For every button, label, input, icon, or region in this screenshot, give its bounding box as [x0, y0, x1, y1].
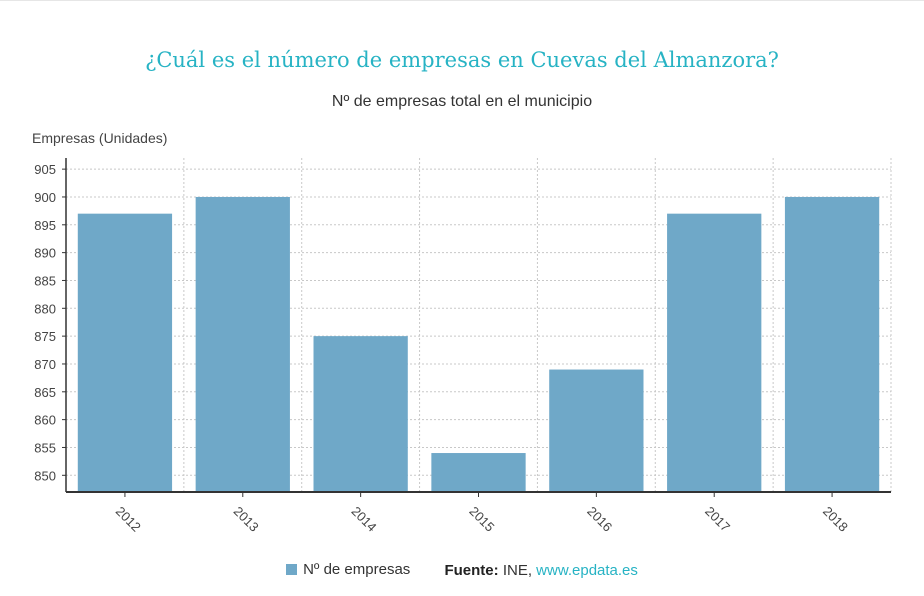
y-tick-label: 905: [34, 162, 56, 177]
bar-2018[interactable]: [784, 196, 880, 492]
axes: [62, 158, 891, 497]
source-link[interactable]: www.epdata.es: [536, 562, 638, 579]
x-tick-label: 2013: [231, 504, 262, 535]
y-tick-label: 900: [34, 190, 56, 205]
bar-2016[interactable]: [549, 369, 644, 492]
x-tick-label: 2016: [584, 504, 615, 535]
source-note: Fuente: INE, www.epdata.es: [444, 562, 637, 579]
y-tick-label: 865: [34, 385, 56, 400]
source-label: Fuente:: [444, 562, 499, 579]
bar-2014[interactable]: [313, 336, 408, 492]
y-tick-label: 850: [34, 468, 56, 483]
bar-2012[interactable]: [77, 213, 173, 492]
y-tick-labels: 850 855 860 865 870 875 880 885 890 895 900 905: [34, 162, 56, 483]
y-tick-label: 890: [34, 246, 56, 261]
y-tick-label: 895: [34, 218, 56, 233]
x-tick-label: 2012: [113, 504, 144, 535]
grid-lines: [66, 158, 892, 492]
x-tick-label: 2014: [349, 504, 380, 535]
x-tick-label: 2017: [702, 504, 733, 535]
bar-2015[interactable]: [431, 453, 526, 492]
bars: [77, 196, 880, 492]
y-tick-label: 880: [34, 301, 56, 316]
legend: Nº de empresas Fuente: INE, www.epdata.e…: [0, 561, 924, 579]
y-axis-label: Empresas (Unidades): [32, 130, 168, 146]
x-tick-labels: 2012 2013 2014 2015 2016 2017 2018: [113, 504, 851, 535]
y-tick-label: 870: [34, 357, 56, 372]
bar-2017[interactable]: [667, 213, 762, 492]
x-tick-label: 2015: [466, 504, 497, 535]
y-tick-label: 885: [34, 273, 56, 288]
legend-item[interactable]: Nº de empresas: [286, 561, 410, 578]
top-rule: [0, 0, 924, 1]
y-tick-label: 860: [34, 413, 56, 428]
x-tick-label: 2018: [820, 504, 851, 535]
y-tick-label: 855: [34, 440, 56, 455]
source-text: INE,: [502, 562, 532, 579]
chart-title: ¿Cuál es el número de empresas en Cuevas…: [145, 48, 779, 72]
y-tick-label: 875: [34, 329, 56, 344]
legend-label: Nº de empresas: [303, 561, 411, 578]
chart-subtitle: Nº de empresas total en el municipio: [331, 93, 593, 110]
bar-2013[interactable]: [195, 196, 290, 492]
legend-swatch: [286, 564, 298, 575]
